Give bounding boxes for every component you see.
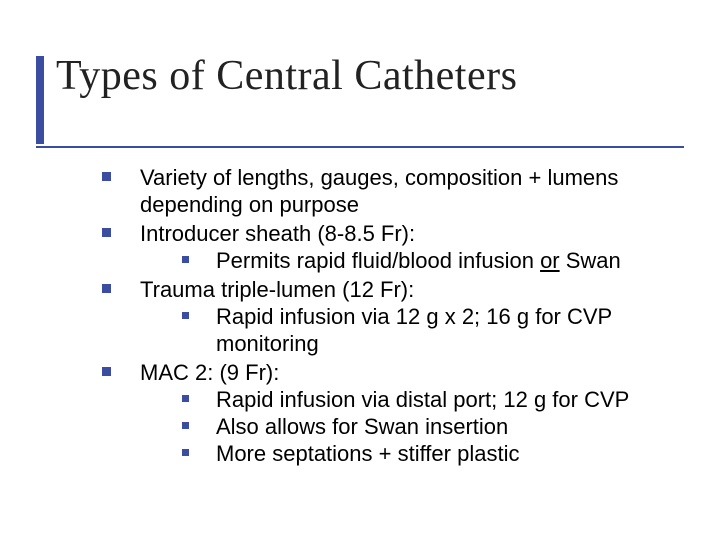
bullet-text: Introducer sheath (8-8.5 Fr): [140, 221, 415, 246]
underlined-text: or [540, 248, 560, 273]
bullet-item: Trauma triple-lumen (12 Fr):Rapid infusi… [96, 276, 684, 357]
sub-bullet-item: Rapid infusion via 12 g x 2; 16 g for CV… [176, 303, 684, 357]
title-underline [36, 146, 684, 148]
accent-bar [36, 56, 44, 144]
sub-bullet-item: More septations + stiffer plastic [176, 440, 684, 467]
sub-bullet-list: Permits rapid fluid/blood infusion or Sw… [140, 247, 684, 274]
slide-title: Types of Central Catheters [56, 52, 517, 100]
sub-bullet-list: Rapid infusion via 12 g x 2; 16 g for CV… [140, 303, 684, 357]
bullet-text: Trauma triple-lumen (12 Fr): [140, 277, 414, 302]
bullet-text: Variety of lengths, gauges, composition … [140, 165, 618, 217]
slide: Types of Central Catheters Variety of le… [0, 0, 720, 540]
bullet-list: Variety of lengths, gauges, composition … [96, 164, 684, 467]
bullet-item: MAC 2: (9 Fr):Rapid infusion via distal … [96, 359, 684, 467]
bullet-text: MAC 2: (9 Fr): [140, 360, 279, 385]
bullet-item: Introducer sheath (8-8.5 Fr):Permits rap… [96, 220, 684, 274]
bullet-item: Variety of lengths, gauges, composition … [96, 164, 684, 218]
sub-bullet-item: Permits rapid fluid/blood infusion or Sw… [176, 247, 684, 274]
sub-bullet-item: Rapid infusion via distal port; 12 g for… [176, 386, 684, 413]
sub-bullet-item: Also allows for Swan insertion [176, 413, 684, 440]
sub-bullet-list: Rapid infusion via distal port; 12 g for… [140, 386, 684, 467]
slide-body: Variety of lengths, gauges, composition … [96, 164, 684, 469]
